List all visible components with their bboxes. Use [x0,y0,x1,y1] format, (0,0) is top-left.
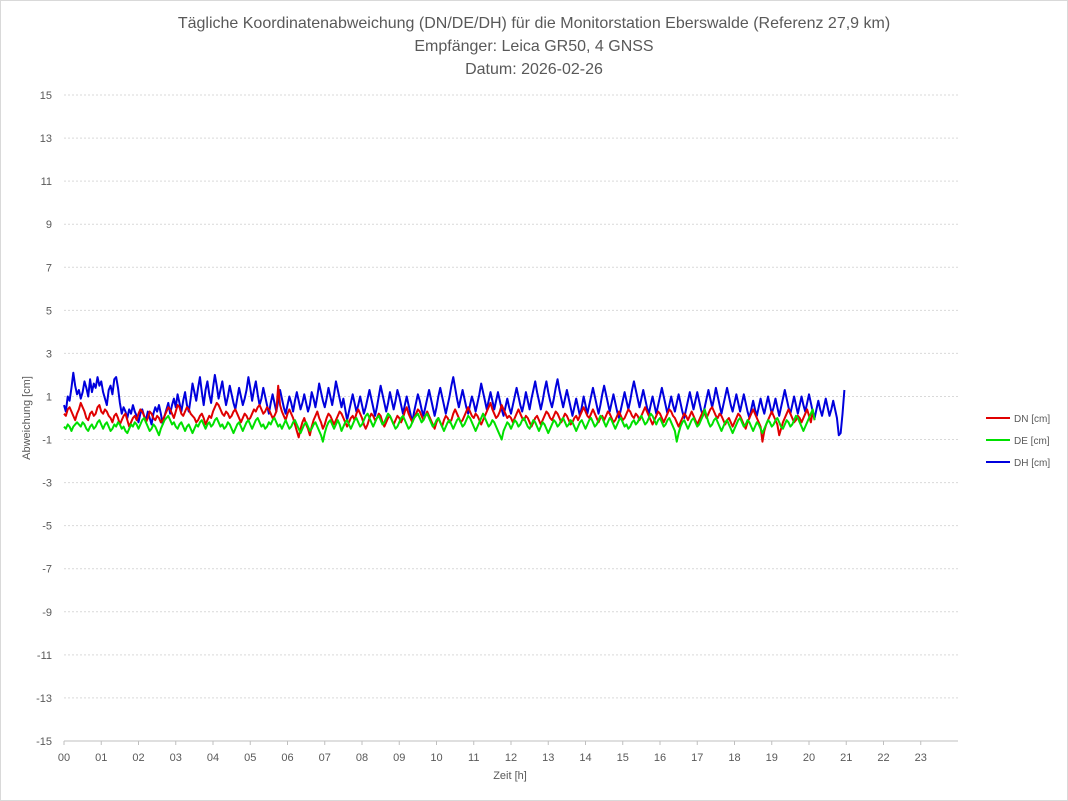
x-tick-label: 00 [58,752,70,764]
x-tick-label: 16 [654,752,666,764]
legend-label-dn: DN [cm] [1014,414,1050,425]
x-tick-label: 05 [244,752,256,764]
legend: DN [cm] DE [cm] DH [cm] [986,414,1050,469]
y-axis-ticks: 15 13 11 9 7 5 3 1 -1 -3 -5 -7 -9 -11 -13 -15 [36,90,52,748]
y-tick-label: -15 [36,736,52,748]
y-tick-label: -7 [42,564,52,576]
series-line-de [63,408,816,443]
x-tick-label: 01 [95,752,107,764]
x-tick-label: 15 [617,752,629,764]
y-tick-label: 5 [46,305,52,317]
x-axis-ticks: 00 01 02 03 04 05 06 07 08 09 10 11 12 13 14 15 16 17 18 19… [58,741,927,764]
x-tick-label: 07 [319,752,331,764]
y-tick-label: 15 [40,90,52,102]
x-tick-label: 09 [393,752,405,764]
x-tick-label: 20 [803,752,815,764]
y-tick-label: -1 [42,435,52,447]
x-tick-label: 22 [877,752,889,764]
x-tick-label: 11 [468,752,479,764]
title-line-1: Tägliche Koordinatenabweichung (DN/DE/DH… [178,15,890,32]
y-tick-label: 7 [46,262,52,274]
x-tick-label: 04 [207,752,219,764]
x-tick-label: 06 [281,752,293,764]
x-tick-label: 17 [691,752,703,764]
title-line-3: Datum: 2026-02-26 [465,61,603,78]
x-axis-label: Zeit [h] [493,770,527,782]
x-tick-label: 21 [840,752,852,764]
x-tick-label: 02 [132,752,144,764]
y-axis-label: Abweichung [cm] [21,376,33,460]
series-line-dh [63,371,846,437]
y-tick-label: -9 [42,607,52,619]
y-tick-label: 13 [40,133,52,145]
y-tick-label: 1 [46,391,52,403]
x-tick-label: 18 [728,752,740,764]
x-tick-label: 23 [915,752,927,764]
y-tick-label: 3 [46,348,52,360]
y-tick-label: 9 [46,219,52,231]
chart-title: Tägliche Koordinatenabweichung (DN/DE/DH… [178,15,890,78]
title-line-2: Empfänger: Leica GR50, 4 GNSS [414,38,653,55]
x-tick-label: 13 [542,752,554,764]
y-tick-label: 11 [41,176,52,188]
x-tick-label: 14 [579,752,591,764]
x-tick-label: 03 [170,752,182,764]
x-tick-label: 10 [430,752,442,764]
x-tick-label: 19 [766,752,778,764]
y-tick-label: -3 [42,478,52,490]
series-lines [63,371,846,443]
y-tick-label: -5 [42,521,52,533]
x-tick-label: 08 [356,752,368,764]
x-tick-label: 12 [505,752,517,764]
y-tick-label: -13 [36,693,52,705]
legend-label-dh: DH [cm] [1014,458,1050,469]
legend-label-de: DE [cm] [1014,436,1050,447]
y-tick-label: -11 [37,650,52,662]
